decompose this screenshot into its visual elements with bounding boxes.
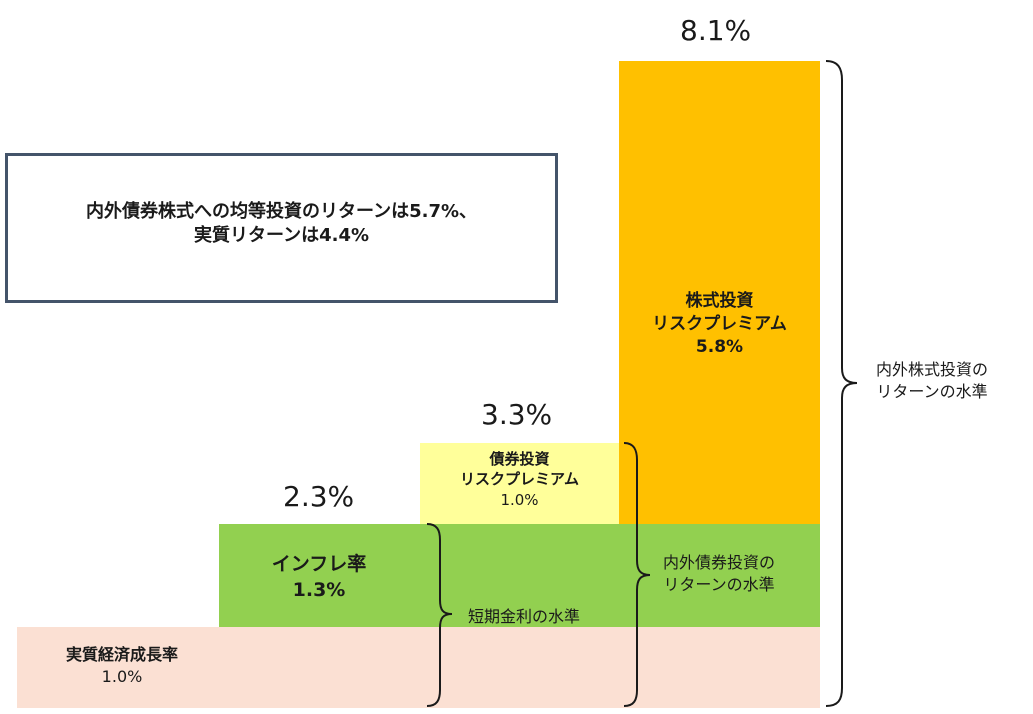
bond-return-line2: リターンの水準	[663, 574, 775, 594]
real-growth-block	[17, 627, 820, 708]
inflation-total-label: 2.3%	[283, 480, 355, 513]
bond-rp-line2: リスクプレミアム	[460, 470, 579, 489]
bond-total-label: 3.3%	[481, 398, 553, 431]
equity-total-label: 8.1%	[680, 14, 752, 47]
inflation-label: インフレ率 1.3%	[219, 552, 419, 603]
equity-rp-value: 5.8%	[695, 336, 744, 357]
short-rate-label: 短期金利の水準	[468, 607, 581, 626]
note-line2: 実質リターンは4.4%	[193, 225, 370, 247]
bond-risk-premium-block	[420, 443, 619, 524]
note-line1: 内外債券株式への均等投資のリターンは5.7%、	[85, 201, 478, 222]
equity-rp-line1: 株式投資	[685, 291, 754, 311]
equity-return-brace	[825, 60, 858, 707]
real-growth-value: 1.0%	[101, 666, 143, 686]
bond-rp-value: 1.0%	[500, 490, 539, 509]
equity-return-line2: リターンの水準	[876, 381, 988, 401]
equity-rp-line2: リスクプレミアム	[652, 313, 787, 334]
bond-rp-line1: 債券投資	[489, 450, 550, 468]
real-growth-line1: 実質経済成長率	[65, 645, 178, 664]
note-box: 内外債券株式への均等投資のリターンは5.7%、 実質リターンは4.4%	[5, 153, 558, 303]
equity-risk-premium-label: 株式投資 リスクプレミアム 5.8%	[619, 290, 820, 359]
equity-return-label: 内外株式投資の リターンの水準	[876, 359, 988, 402]
inflation-value: 1.3%	[292, 578, 346, 601]
bond-return-brace	[623, 442, 651, 707]
equity-risk-premium-block	[619, 61, 820, 524]
bond-return-line1: 内外債券投資の	[663, 553, 776, 572]
inflation-block	[219, 524, 820, 627]
short-rate-brace	[426, 523, 453, 707]
inflation-line1: インフレ率	[271, 553, 367, 575]
bond-return-label: 内外債券投資の リターンの水準	[663, 552, 775, 595]
equity-return-line1: 内外株式投資の	[876, 360, 989, 379]
real-growth-label: 実質経済成長率 1.0%	[17, 644, 227, 687]
note-text: 内外債券株式への均等投資のリターンは5.7%、 実質リターンは4.4%	[8, 200, 555, 249]
bond-risk-premium-label: 債券投資 リスクプレミアム 1.0%	[420, 449, 619, 510]
